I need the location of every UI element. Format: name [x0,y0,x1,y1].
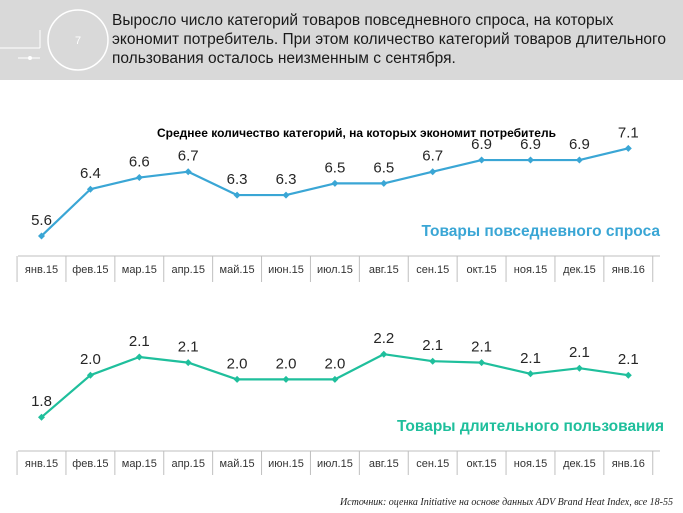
data-point-marker [86,371,94,379]
x-tick-label: апр.15 [171,264,204,276]
x-tick-label: июн.15 [268,264,304,276]
data-label: 6.9 [569,136,590,153]
x-tick-label: июн.15 [268,458,304,470]
data-point-marker [331,375,339,383]
data-label: 2.1 [569,344,590,361]
data-label: 2.1 [618,351,639,368]
data-point-marker [478,156,486,164]
data-point-marker [282,191,290,199]
data-label: 2.1 [471,339,492,356]
x-tick-label: мар.15 [122,264,157,276]
x-tick-label: ноя.15 [514,264,547,276]
data-label: 2.0 [276,355,297,372]
x-tick-label: апр.15 [171,458,204,470]
data-point-marker [478,359,486,367]
data-point-marker [527,156,534,164]
data-point-marker [184,168,192,176]
data-point-marker [135,174,143,182]
chart-title: Среднее количество категорий, на которых… [157,126,556,140]
page-number-circle [47,9,109,71]
header-bar: 7 Выросло число категорий товаров повсед… [0,0,683,80]
x-tick-label: май.15 [220,264,255,276]
x-tick-label: сен.15 [416,264,449,276]
x-tick-label: дек.15 [563,458,596,470]
logo-dot [28,56,32,60]
data-label: 6.9 [520,136,541,153]
data-label: 6.7 [422,148,443,165]
data-label: 5.6 [31,212,52,229]
x-tick-label: окт.15 [467,458,497,470]
data-label: 6.9 [471,136,492,153]
data-point-marker [380,179,388,187]
data-point-marker [38,413,45,421]
x-tick-label: сен.15 [416,458,449,470]
data-point-marker [331,179,339,187]
x-tick-label: май.15 [220,458,255,470]
data-label: 7.1 [618,124,639,141]
data-label: 2.0 [324,355,345,372]
x-tick-label: июл.15 [317,458,353,470]
page-number: 7 [75,35,81,47]
data-point-marker [429,168,437,176]
data-label: 2.1 [129,333,150,350]
x-tick-label: июл.15 [317,264,353,276]
data-point-marker [233,191,241,199]
data-label: 6.3 [227,171,248,188]
source-note: Источник: оценка Initiative на основе да… [339,497,673,508]
x-tick-label: авг.15 [369,458,399,470]
x-tick-label: окт.15 [467,264,497,276]
data-label: 6.5 [373,159,394,176]
data-point-marker [575,364,583,372]
logo-graphic: 7 [0,9,109,71]
x-tick-label: фев.15 [72,458,108,470]
data-point-marker [575,156,583,164]
x-tick-label: ноя.15 [514,458,547,470]
x-tick-label: дек.15 [563,264,596,276]
x-tick-label: янв.16 [612,264,645,276]
x-tick-label: мар.15 [122,458,157,470]
data-point-marker [38,232,45,240]
data-label: 6.3 [276,171,297,188]
data-label: 2.1 [178,339,199,356]
data-label: 6.4 [80,165,101,182]
x-tick-label: авг.15 [369,264,399,276]
data-point-marker [380,350,388,358]
data-point-marker [282,375,290,383]
data-label: 2.0 [227,355,248,372]
data-label: 6.7 [178,148,199,165]
x-tick-label: фев.15 [72,264,108,276]
data-label: 1.8 [31,393,52,410]
x-tick-label: янв.16 [612,458,645,470]
x-tick-label: янв.15 [25,458,58,470]
data-point-marker [86,185,94,193]
data-point-marker [527,370,534,378]
data-label: 2.0 [80,351,101,368]
data-point-marker [135,353,143,361]
data-label: 2.2 [373,330,394,347]
data-point-marker [184,359,192,367]
data-label: 2.1 [422,337,443,354]
data-label: 6.5 [324,159,345,176]
data-point-marker [429,357,437,365]
data-point-marker [624,371,632,379]
data-point-marker [233,375,241,383]
series-label: Товары длительного пользования [397,418,664,435]
x-tick-label: янв.15 [25,264,58,276]
series-label: Товары повседневного спроса [422,223,661,240]
data-label: 2.1 [520,350,541,367]
header-text: Выросло число категорий товаров повседне… [112,12,666,67]
data-point-marker [624,144,632,152]
data-label: 6.6 [129,154,150,171]
